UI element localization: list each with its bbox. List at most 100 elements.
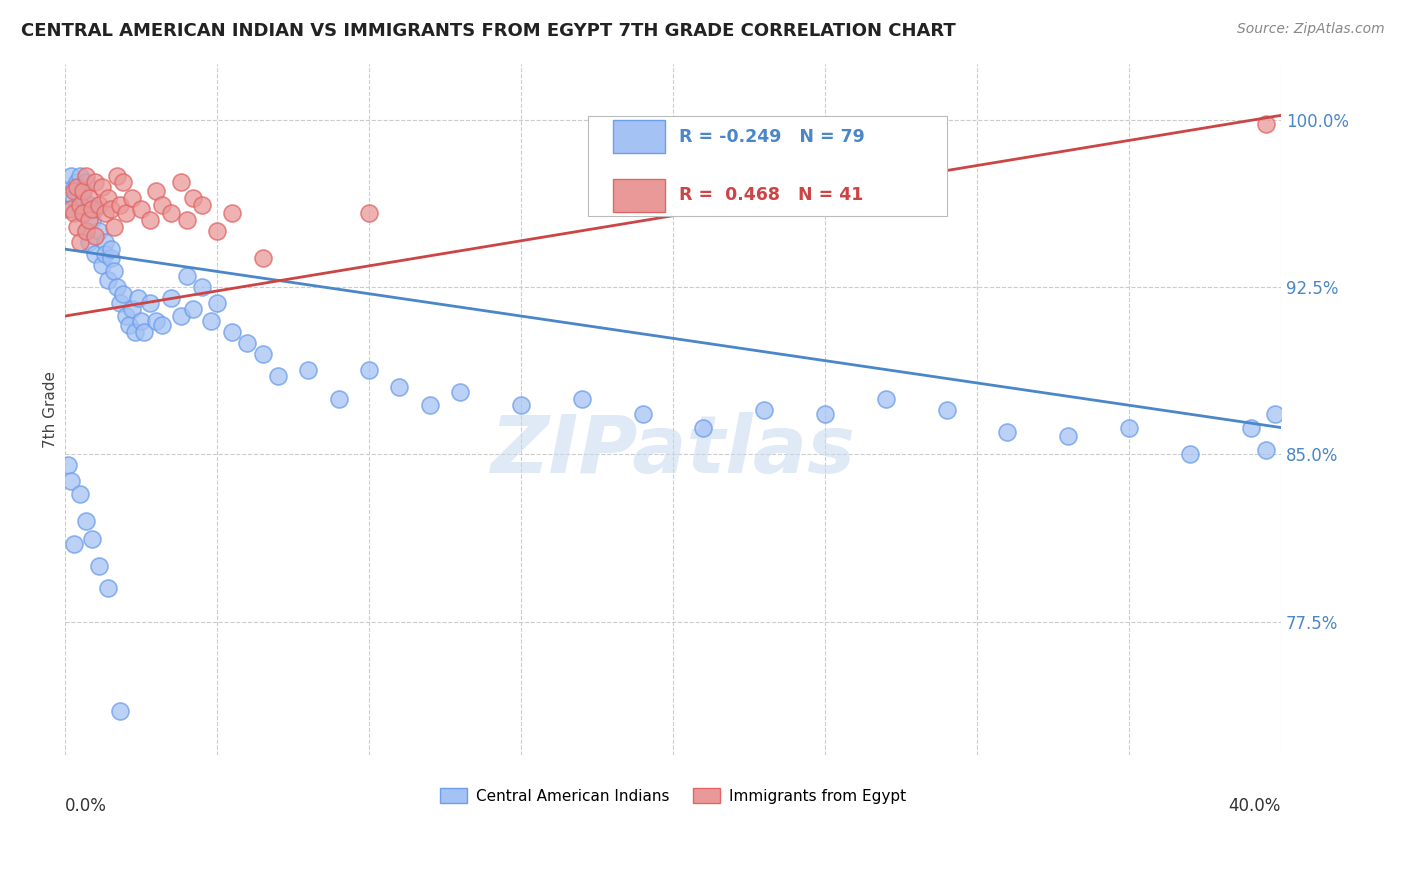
Point [935, 402, 957, 417]
Point [75, 224, 97, 238]
Point [875, 392, 897, 406]
Point [200, 313, 222, 327]
Point [66, 219, 89, 234]
Point [121, 302, 143, 317]
Text: Source: ZipAtlas.com: Source: ZipAtlas.com [1237, 22, 1385, 37]
Point [571, 392, 593, 406]
Y-axis label: 7th Grade: 7th Grade [44, 371, 58, 448]
Point [69, 487, 91, 501]
Point [72, 206, 94, 220]
Point [181, 191, 204, 205]
Point [160, 291, 183, 305]
Point [328, 392, 350, 406]
Legend: Central American Indians, Immigrants from Egypt: Central American Indians, Immigrants fro… [433, 782, 912, 810]
Point [93, 206, 115, 220]
Point [63, 536, 86, 550]
Point [169, 175, 191, 189]
Point [176, 213, 198, 227]
Point [69, 235, 91, 250]
Bar [613, 178, 665, 212]
Point [79, 235, 101, 250]
Point [84, 246, 107, 260]
Point [127, 291, 149, 305]
Point [108, 197, 131, 211]
Point [297, 362, 319, 376]
Point [129, 313, 152, 327]
Point [84, 175, 107, 189]
Point [995, 425, 1018, 439]
Text: R = -0.249   N = 79: R = -0.249 N = 79 [679, 128, 865, 145]
Point [221, 206, 243, 220]
Point [1057, 429, 1080, 443]
Point [60, 169, 83, 183]
Point [108, 704, 131, 718]
Point [1264, 407, 1286, 421]
Text: ZIPatlas: ZIPatlas [491, 412, 855, 491]
Point [252, 251, 274, 265]
Point [75, 175, 97, 189]
Point [692, 420, 714, 434]
Point [145, 184, 167, 198]
Point [105, 169, 128, 183]
Point [79, 191, 101, 205]
Point [79, 197, 101, 211]
Point [66, 175, 89, 189]
Point [105, 280, 128, 294]
Point [252, 347, 274, 361]
Point [108, 295, 131, 310]
Point [205, 224, 228, 238]
Point [181, 302, 204, 317]
Point [631, 407, 654, 421]
Point [449, 384, 471, 399]
Point [111, 175, 134, 189]
Point [63, 191, 86, 205]
Point [1239, 420, 1261, 434]
Point [121, 191, 143, 205]
Point [60, 202, 83, 216]
Point [1178, 447, 1201, 461]
Point [82, 202, 104, 216]
Text: 0.0%: 0.0% [65, 797, 107, 814]
Point [79, 213, 101, 227]
Text: R =  0.468   N = 41: R = 0.468 N = 41 [679, 186, 863, 204]
Point [205, 295, 228, 310]
Point [84, 202, 107, 216]
Point [97, 581, 120, 595]
Point [72, 206, 94, 220]
Point [100, 251, 122, 265]
Point [103, 264, 125, 278]
Point [97, 191, 120, 205]
Point [69, 197, 91, 211]
Point [191, 280, 214, 294]
Point [72, 191, 94, 205]
Point [132, 325, 155, 339]
Point [176, 268, 198, 283]
Point [90, 179, 112, 194]
Bar [613, 120, 665, 153]
Point [56, 202, 79, 216]
Point [75, 514, 97, 528]
Point [388, 380, 411, 394]
Point [63, 179, 86, 194]
Point [69, 169, 91, 183]
Point [129, 202, 152, 216]
Point [63, 184, 86, 198]
Text: 40.0%: 40.0% [1229, 797, 1281, 814]
Point [139, 213, 162, 227]
Point [90, 258, 112, 272]
Point [75, 224, 97, 238]
Point [419, 398, 441, 412]
Point [66, 184, 89, 198]
Point [160, 206, 183, 220]
FancyBboxPatch shape [588, 116, 946, 216]
Point [510, 398, 533, 412]
Point [87, 197, 110, 211]
Point [111, 286, 134, 301]
Point [221, 325, 243, 339]
Text: CENTRAL AMERICAN INDIAN VS IMMIGRANTS FROM EGYPT 7TH GRADE CORRELATION CHART: CENTRAL AMERICAN INDIAN VS IMMIGRANTS FR… [21, 22, 956, 40]
Point [97, 273, 120, 287]
Point [236, 335, 259, 350]
Point [93, 235, 115, 250]
Point [1254, 117, 1277, 131]
Point [87, 224, 110, 238]
